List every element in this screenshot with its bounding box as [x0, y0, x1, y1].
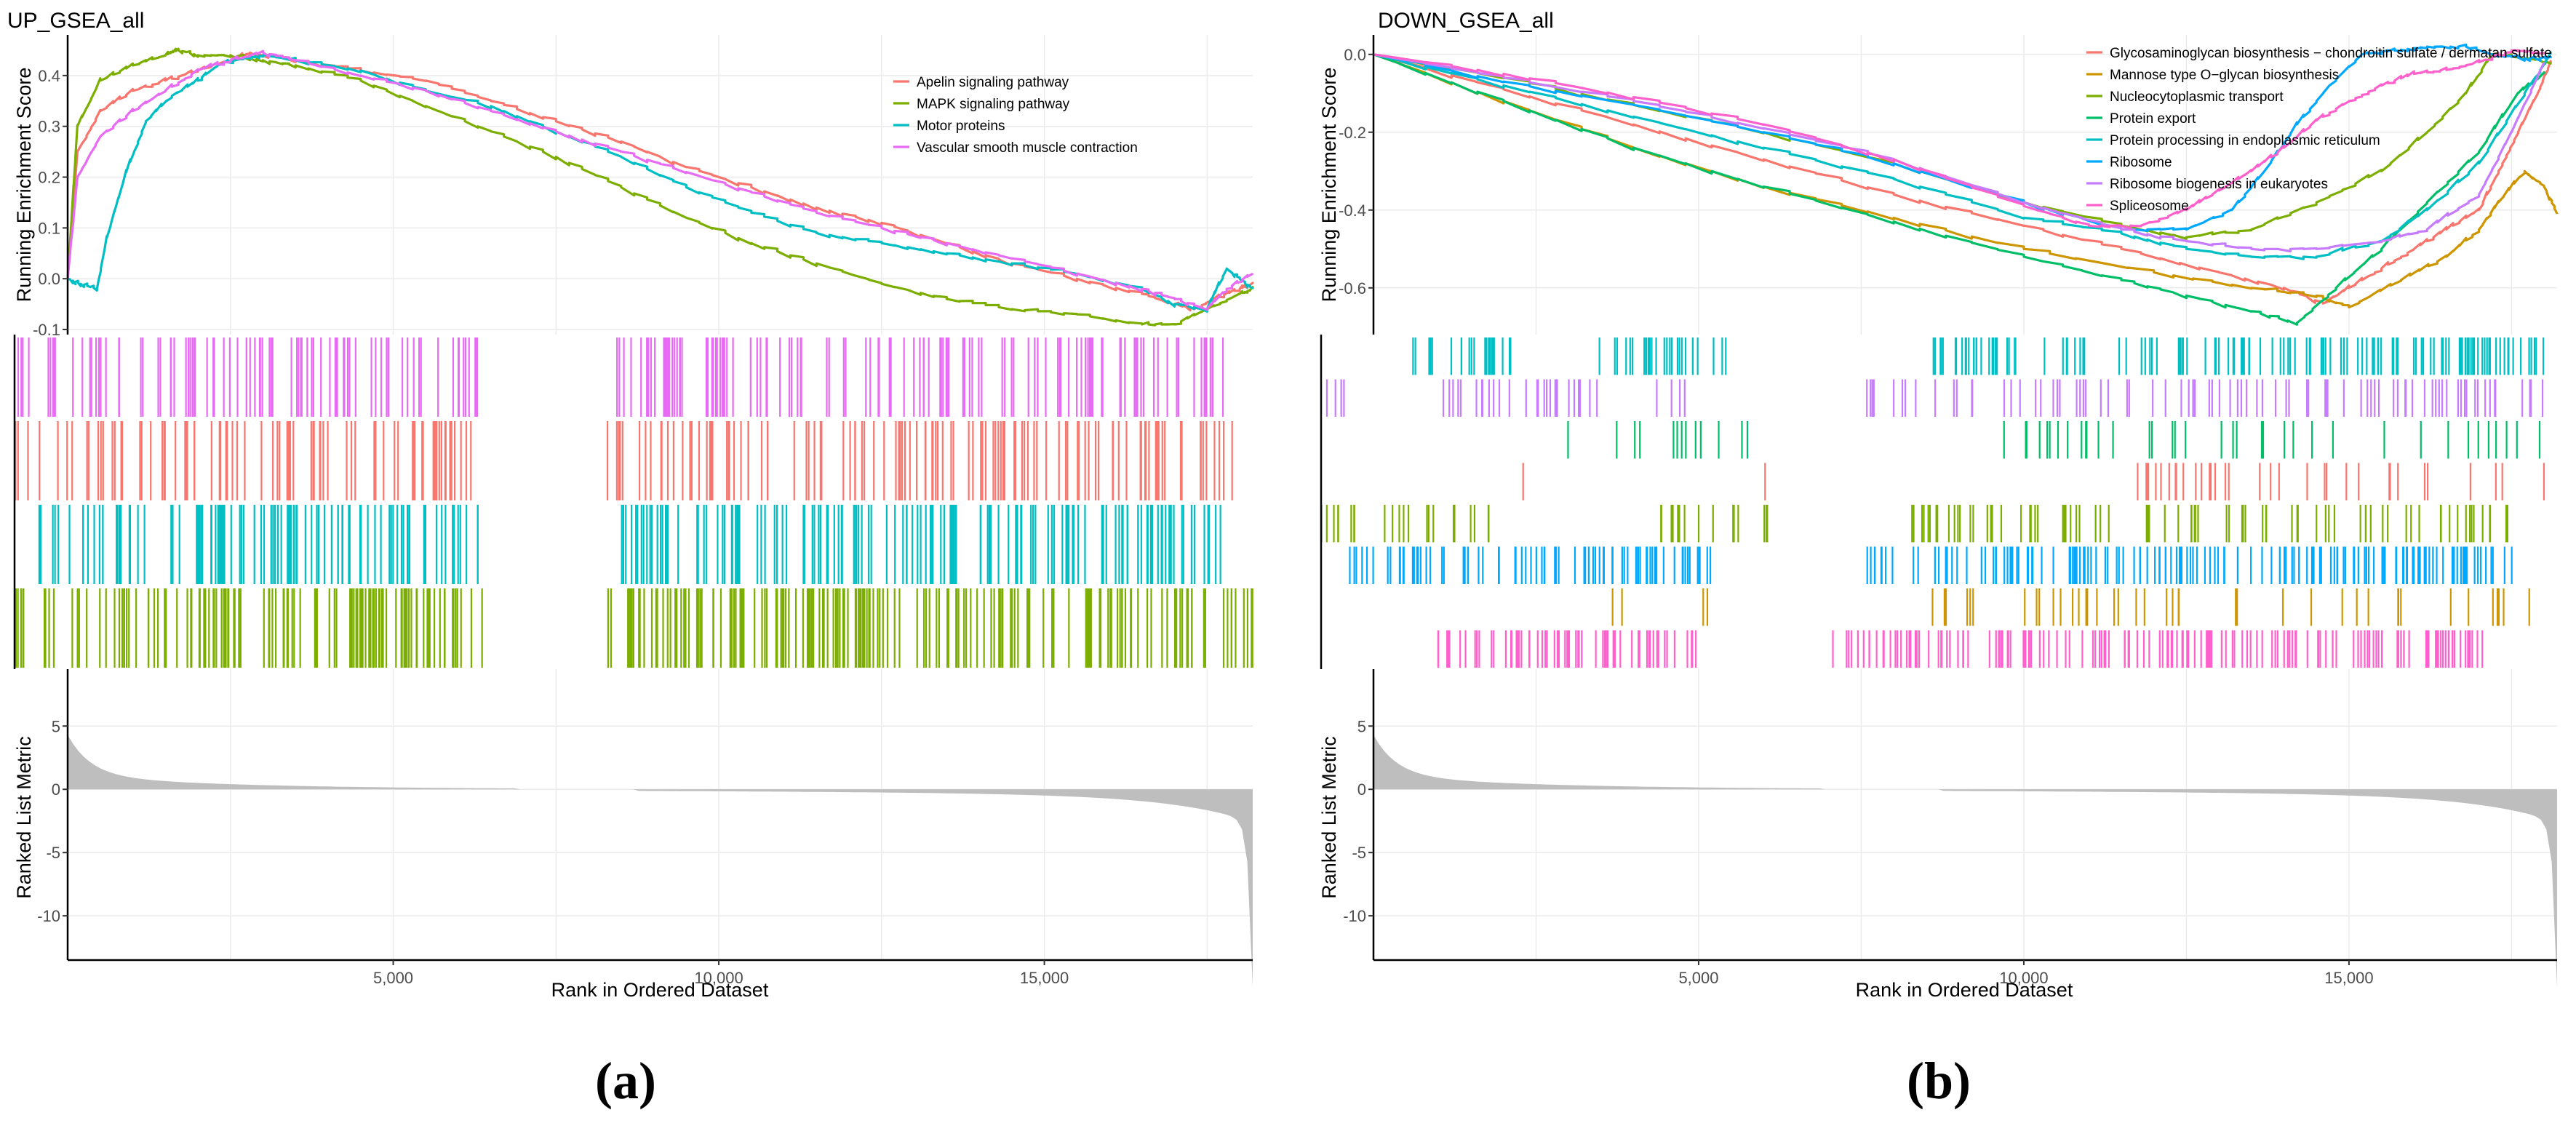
x-tick-label: 5,000: [1678, 969, 1718, 987]
y-tick-label-top: -0.2: [1339, 124, 1366, 142]
panel-b: DOWN_GSEA_all -0.6 -0.4 -0.2 0.0 -10 -5 0 5 5,00…: [1318, 9, 2559, 1110]
legend-label: Spliceosome: [2110, 199, 2189, 214]
x-tick-label: 10,000: [694, 969, 743, 987]
y-tick-label-bottom: 5: [1357, 717, 1366, 735]
y-tick-label-bottom: -5: [1352, 844, 1366, 862]
x-tick-label: 15,000: [1020, 969, 1069, 987]
series-line: [67, 54, 1254, 313]
y-tick-label-bottom: 5: [52, 717, 60, 735]
legend-label: Ribosome biogenesis in eukaryotes: [2110, 177, 2328, 192]
panel-b-ticks: -0.6 -0.4 -0.2 0.0 -10 -5 0 5 5,000 10,000 15,000: [1339, 46, 2374, 987]
y-tick-label-top: 0.3: [38, 118, 60, 136]
y-tick-label-top: 0.0: [1344, 46, 1366, 64]
panel-a-title: UP_GSEA_all: [7, 9, 144, 33]
legend-label: Protein processing in endoplasmic reticu…: [2110, 133, 2380, 148]
y-tick-label-top: -0.4: [1339, 201, 1366, 220]
panel-b-title: DOWN_GSEA_all: [1378, 9, 1554, 33]
series-line: [1373, 51, 2552, 260]
y-tick-label-top: 0.4: [38, 67, 60, 85]
series-line: [1373, 53, 2552, 305]
panel-a-caption: (a): [595, 1052, 656, 1110]
y-tick-label-bottom: 0: [1357, 780, 1366, 799]
panel-b-gridlines: [1373, 35, 2557, 960]
panel-b-ylabel-bottom: Ranked List Metric: [1318, 736, 1340, 899]
panel-b-caption: (b): [1907, 1052, 1971, 1110]
legend-label: Protein export: [2110, 111, 2196, 127]
panel-a: UP_GSEA_all -0.1 0.0 0.1 0.2 0.3 0.4 -10 -5 0 5 5,…: [7, 9, 1254, 1110]
panel-a-ticks: -0.1 0.0 0.1 0.2 0.3 0.4 -10 -5 0 5 5,000 10,000 15,…: [33, 67, 1069, 987]
y-tick-label-top: 0.1: [38, 219, 60, 237]
y-tick-label-bottom: -10: [1343, 907, 1366, 925]
y-tick-label-top: -0.1: [33, 321, 60, 339]
panel-b-ranked-metric: [1373, 735, 2557, 987]
legend-label: Nucleocytoplasmic transport: [2110, 89, 2284, 105]
panel-a-series: [66, 47, 1254, 327]
panel-b-xlabel: Rank in Ordered Dataset: [1856, 979, 2073, 1001]
panel-b-rug: [1320, 337, 2545, 668]
ranked-metric-area: [1373, 735, 2557, 987]
ranked-metric-area: [68, 735, 1253, 987]
x-tick-label: 5,000: [373, 969, 413, 987]
legend-label: Glycosaminoglycan biosynthesis − chondro…: [2110, 46, 2552, 61]
panel-a-xlabel: Rank in Ordered Dataset: [551, 979, 769, 1001]
panel-a-axes: [13, 35, 1253, 962]
x-tick-label: 10,000: [1999, 969, 2048, 987]
panel-b-series: [1373, 43, 2559, 326]
panel-b-ylabel-top: Running Enrichment Score: [1318, 68, 1340, 303]
y-tick-label-top: -0.6: [1339, 279, 1366, 297]
legend-label: Apelin signaling pathway: [917, 75, 1069, 90]
y-tick-label-bottom: -5: [46, 844, 60, 862]
legend-label: MAPK signaling pathway: [917, 97, 1070, 112]
legend-label: Ribosome: [2110, 155, 2172, 170]
panel-b-axes: [1320, 35, 2557, 962]
panel-b-legend: Glycosaminoglycan biosynthesis − chondro…: [2086, 46, 2552, 214]
series-line: [66, 49, 1254, 311]
y-tick-label-bottom: 0: [52, 780, 60, 799]
panel-a-ylabel-bottom: Ranked List Metric: [13, 736, 35, 899]
series-line: [1373, 53, 2545, 253]
series-line: [66, 51, 1254, 312]
legend-label: Motor proteins: [917, 119, 1005, 134]
series-line: [1373, 53, 2545, 326]
series-line: [66, 47, 1254, 327]
panel-a-ranked-metric: [68, 735, 1253, 987]
legend-label: Mannose type O−glycan biosynthesis: [2110, 68, 2339, 83]
series-line: [1373, 49, 2545, 230]
x-tick-label: 15,000: [2324, 969, 2373, 987]
legend-label: Vascular smooth muscle contraction: [917, 140, 1138, 156]
series-line: [1373, 43, 2552, 232]
panel-a-rug: [14, 337, 1253, 668]
y-tick-label-top: 0.0: [38, 270, 60, 288]
panel-a-legend: Apelin signaling pathway MAPK signaling p…: [893, 75, 1138, 156]
y-tick-label-bottom: -10: [37, 907, 60, 925]
panel-a-ylabel-top: Running Enrichment Score: [13, 68, 35, 303]
y-tick-label-top: 0.2: [38, 169, 60, 187]
